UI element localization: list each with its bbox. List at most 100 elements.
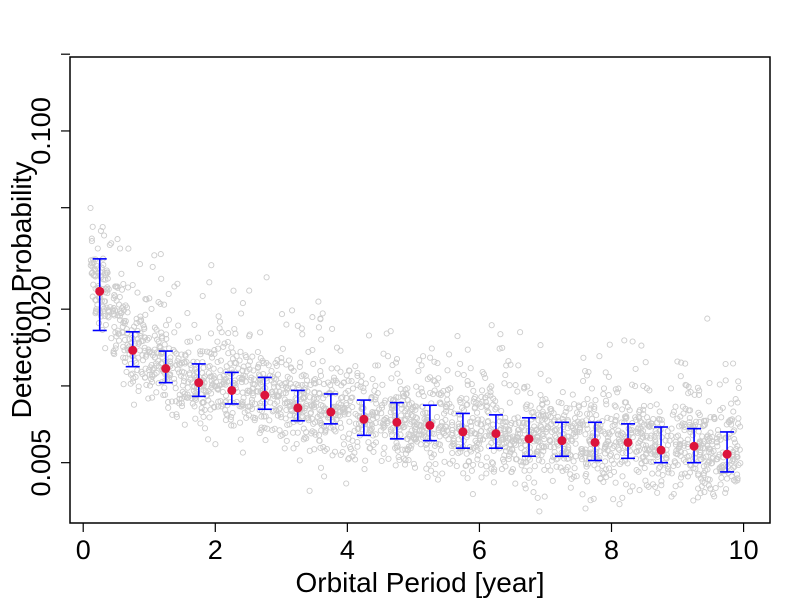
scatter-point xyxy=(642,359,649,366)
scatter-point xyxy=(151,252,158,259)
scatter-point xyxy=(684,453,691,460)
scatter-point xyxy=(655,465,662,472)
scatter-point xyxy=(282,390,289,397)
scatter-point xyxy=(636,415,643,422)
scatter-point xyxy=(312,376,319,383)
scatter-point xyxy=(402,401,409,408)
scatter-point xyxy=(275,392,282,399)
scatter-point xyxy=(257,381,265,388)
scatter-point xyxy=(561,412,568,419)
scatter-point xyxy=(117,245,124,252)
scatter-point xyxy=(572,429,579,436)
scatter-point xyxy=(517,458,524,465)
scatter-point xyxy=(616,461,623,468)
scatter-point xyxy=(141,344,148,351)
scatter-point xyxy=(244,389,251,397)
scatter-point xyxy=(334,379,341,386)
scatter-point xyxy=(475,452,482,459)
scatter-point xyxy=(490,401,497,408)
scatter-point xyxy=(731,436,738,443)
scatter-point xyxy=(605,392,612,399)
scatter-point xyxy=(278,355,285,362)
scatter-point xyxy=(163,335,170,342)
scatter-point xyxy=(142,365,149,372)
scatter-point xyxy=(95,265,102,272)
scatter-point xyxy=(278,311,286,318)
scatter-point xyxy=(135,383,142,390)
scatter-point xyxy=(322,429,329,436)
scatter-point xyxy=(531,479,538,486)
scatter-point xyxy=(517,438,525,445)
scatter-point xyxy=(572,453,579,460)
scatter-point xyxy=(319,310,326,317)
scatter-point xyxy=(605,438,612,445)
scatter-point xyxy=(537,342,544,349)
scatter-point xyxy=(93,308,100,316)
scatter-point xyxy=(638,430,645,437)
scatter-point xyxy=(214,358,221,366)
scatter-point xyxy=(586,411,593,418)
scatter-point xyxy=(101,232,108,239)
scatter-point xyxy=(684,473,691,480)
scatter-point xyxy=(726,419,733,426)
y-axis: 0.005 0.020 0.100 xyxy=(26,53,70,496)
scatter-point xyxy=(161,384,168,391)
scatter-point xyxy=(222,407,229,414)
scatter-point xyxy=(576,424,584,431)
scatter-point xyxy=(597,428,604,435)
scatter-point xyxy=(470,387,477,394)
scatter-point xyxy=(88,260,95,267)
scatter-point xyxy=(579,418,586,425)
scatter-point xyxy=(722,489,729,496)
scatter-point xyxy=(359,404,366,411)
scatter-point xyxy=(699,433,706,440)
scatter-point xyxy=(681,427,688,434)
scatter-point xyxy=(427,389,434,396)
scatter-point xyxy=(279,345,286,352)
scatter-point xyxy=(283,361,290,368)
scatter-point xyxy=(143,296,150,303)
scatter-point xyxy=(621,413,629,420)
scatter-point xyxy=(454,333,461,340)
scatter-point xyxy=(318,412,325,419)
scatter-point xyxy=(211,382,218,390)
scatter-point xyxy=(572,440,579,447)
scatter-point xyxy=(669,411,676,418)
scatter-point xyxy=(418,362,425,369)
scatter-point xyxy=(716,381,723,388)
scatter-point xyxy=(536,427,543,435)
scatter-point xyxy=(256,407,263,414)
scatter-point xyxy=(632,414,639,421)
scatter-point xyxy=(492,406,499,413)
scatter-point xyxy=(282,383,290,390)
scatter-point xyxy=(646,387,653,394)
scatter-point xyxy=(613,413,620,420)
scatter-point xyxy=(254,363,262,370)
scatter-point xyxy=(184,338,191,345)
scatter-point xyxy=(686,414,693,422)
scatter-point xyxy=(413,383,420,390)
scatter-point xyxy=(200,399,207,406)
scatter-point xyxy=(369,409,376,416)
scatter-point xyxy=(658,478,665,485)
scatter-point xyxy=(600,385,608,392)
scatter-point xyxy=(457,448,464,455)
scatter-point xyxy=(530,409,537,416)
scatter-point xyxy=(647,403,654,410)
scatter-point xyxy=(584,410,591,417)
scatter-point xyxy=(118,270,125,277)
scatter-point xyxy=(141,347,148,354)
scatter-point xyxy=(633,467,640,474)
scatter-point xyxy=(277,432,284,440)
scatter-point xyxy=(578,445,585,453)
scatter-point xyxy=(239,367,246,374)
scatter-point xyxy=(616,501,623,508)
scatter-point xyxy=(539,400,546,407)
scatter-point xyxy=(539,408,546,415)
scatter-point xyxy=(342,409,349,416)
scatter-point xyxy=(297,359,304,366)
scatter-point xyxy=(518,462,525,469)
scatter-point xyxy=(310,360,317,367)
scatter-point xyxy=(540,432,547,439)
scatter-point xyxy=(124,329,131,336)
